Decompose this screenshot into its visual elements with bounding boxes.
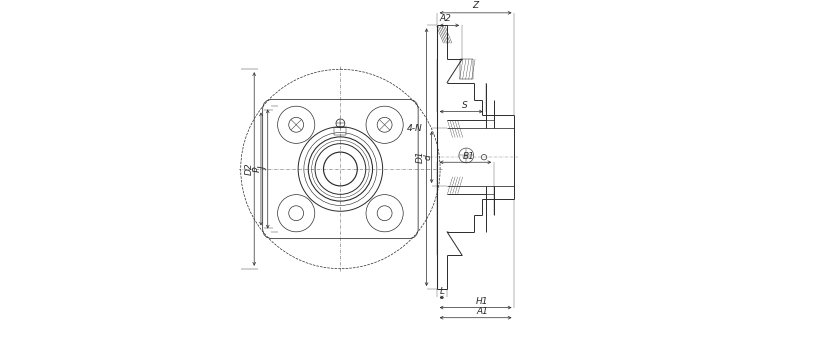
Text: P: P	[252, 166, 261, 172]
Text: d: d	[424, 154, 432, 160]
Text: D2: D2	[245, 163, 254, 175]
Text: B1: B1	[463, 152, 475, 161]
Text: 4-N: 4-N	[406, 124, 423, 132]
Text: L: L	[439, 287, 444, 296]
Text: D1: D1	[416, 151, 425, 164]
Text: J: J	[259, 168, 268, 170]
Text: A2: A2	[440, 14, 451, 23]
Text: Z: Z	[472, 1, 479, 10]
Text: A1: A1	[477, 307, 488, 316]
Text: S: S	[462, 101, 468, 110]
Text: H1: H1	[476, 297, 489, 306]
